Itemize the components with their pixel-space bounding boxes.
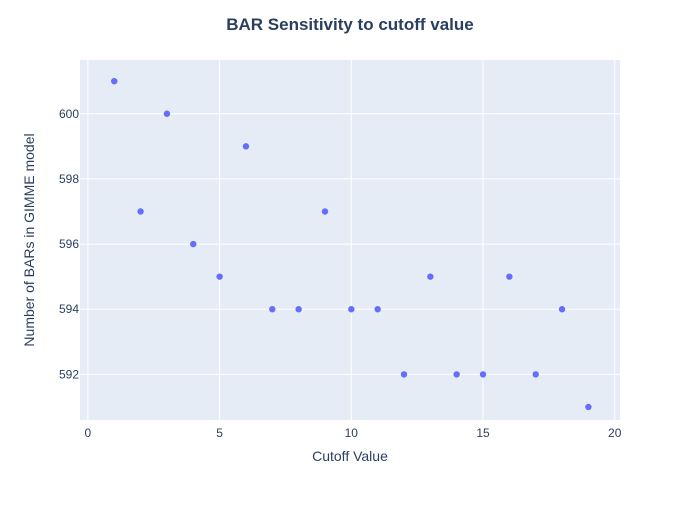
- data-point[interactable]: [190, 240, 197, 248]
- data-point[interactable]: [453, 371, 460, 378]
- x-axis-label: Cutoff Value: [312, 448, 388, 464]
- data-point[interactable]: [295, 306, 302, 313]
- data-point[interactable]: [479, 371, 487, 378]
- data-point[interactable]: [111, 77, 118, 85]
- data-point[interactable]: [558, 306, 566, 313]
- data-point[interactable]: [216, 273, 223, 280]
- x-tick-label: 15: [476, 426, 490, 440]
- points-layer: [111, 77, 592, 411]
- x-tick-label: 0: [85, 426, 92, 440]
- data-point[interactable]: [321, 208, 329, 215]
- data-point[interactable]: [506, 273, 513, 280]
- data-point[interactable]: [427, 273, 434, 280]
- x-tick-label: 10: [345, 426, 359, 440]
- x-tick-label: 5: [216, 426, 223, 440]
- data-point[interactable]: [137, 208, 144, 215]
- data-point[interactable]: [400, 371, 408, 378]
- y-tick-label: 594: [59, 302, 79, 316]
- grid-layer: [80, 60, 620, 420]
- data-point[interactable]: [348, 306, 355, 313]
- data-point[interactable]: [532, 371, 539, 378]
- data-point[interactable]: [374, 306, 381, 313]
- y-tick-label: 592: [59, 367, 79, 381]
- x-tick-label: 20: [608, 426, 622, 440]
- data-point[interactable]: [163, 110, 171, 117]
- data-point[interactable]: [242, 143, 250, 150]
- y-tick-label: 600: [59, 107, 79, 121]
- data-point[interactable]: [269, 306, 276, 313]
- chart-title: BAR Sensitivity to cutoff value: [226, 15, 473, 34]
- y-tick-label: 598: [59, 172, 79, 186]
- data-point[interactable]: [585, 403, 592, 411]
- y-axis-label: Number of BARs in GIMME model: [21, 133, 37, 346]
- ticks-layer: 0 5 10 15 20 592 594 596 598 600: [59, 107, 622, 440]
- plot-background: [80, 60, 620, 420]
- y-tick-label: 596: [59, 237, 79, 251]
